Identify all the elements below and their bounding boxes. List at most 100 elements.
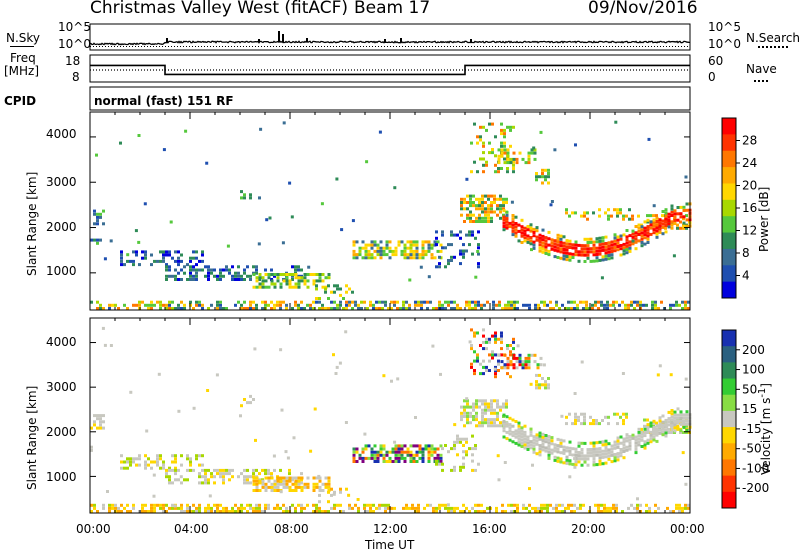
range-cell <box>568 258 572 262</box>
range-cell <box>631 229 635 233</box>
range-cell <box>505 402 508 406</box>
range-cell <box>99 238 102 242</box>
range-cell <box>384 503 387 507</box>
range-cell <box>180 510 183 513</box>
range-cell <box>335 177 339 181</box>
range-cell <box>651 307 654 310</box>
range-cell <box>282 476 286 480</box>
range-cell <box>514 225 518 229</box>
range-cell <box>102 307 105 310</box>
range-cell <box>592 211 595 215</box>
range-cell <box>99 303 102 307</box>
range-cell <box>388 456 392 460</box>
range-cell <box>520 225 524 229</box>
range-cell <box>631 242 635 246</box>
range-cell <box>491 151 494 155</box>
range-cell <box>643 236 647 240</box>
range-cell <box>330 290 333 294</box>
range-cell <box>381 307 384 310</box>
range-cell <box>658 218 662 222</box>
range-cell <box>351 307 354 310</box>
range-cell <box>640 223 643 227</box>
range-cell <box>463 207 466 211</box>
range-cell <box>267 485 271 489</box>
range-cell <box>174 268 177 272</box>
range-cell <box>565 455 569 459</box>
range-cell <box>258 479 262 483</box>
range-cell <box>570 503 573 507</box>
range-cell <box>189 468 192 472</box>
range-cell <box>604 461 608 465</box>
range-cell <box>463 424 466 428</box>
range-cell <box>354 300 357 304</box>
range-cell <box>517 434 521 438</box>
range-cell <box>246 401 249 405</box>
range-cell <box>414 300 417 304</box>
velocity-colorbar-tick-label: 200 <box>742 343 765 357</box>
range-cell <box>252 398 255 401</box>
range-cell <box>475 418 478 422</box>
range-cell <box>441 468 444 472</box>
range-cell <box>330 493 333 497</box>
range-cell <box>177 256 180 260</box>
range-cell <box>583 412 586 416</box>
range-cell <box>685 224 689 228</box>
range-cell <box>315 284 318 288</box>
range-cell <box>679 422 683 426</box>
range-cell <box>534 506 537 510</box>
range-cell <box>562 439 566 443</box>
range-cell <box>459 437 462 441</box>
range-cell <box>627 307 630 310</box>
range-cell <box>394 456 398 460</box>
range-cell <box>463 405 466 409</box>
range-cell <box>503 353 507 357</box>
range-cell <box>421 243 425 247</box>
range-cell <box>517 440 521 444</box>
range-cell <box>285 279 289 283</box>
range-cell <box>550 448 554 452</box>
range-cell <box>516 506 519 510</box>
range-cell <box>532 234 536 238</box>
range-cell <box>469 411 472 415</box>
range-cell <box>499 197 502 201</box>
range-cell <box>675 300 678 304</box>
range-cell <box>393 186 397 190</box>
range-cell <box>643 418 646 422</box>
range-cell <box>603 303 606 307</box>
range-cell <box>493 399 496 403</box>
range-cell <box>676 218 680 222</box>
range-cell <box>652 435 656 439</box>
range-cell <box>168 253 171 257</box>
range-cell <box>604 211 607 215</box>
range-cell <box>391 447 395 451</box>
range-cell <box>240 307 243 310</box>
range-cell <box>491 356 494 360</box>
range-cell <box>544 434 548 437</box>
range-cell <box>466 415 469 418</box>
range-cell <box>547 383 550 387</box>
range-cell <box>508 423 512 427</box>
range-cell <box>390 379 393 383</box>
range-cell <box>237 300 240 304</box>
range-cell <box>204 478 207 482</box>
range-cell <box>153 506 156 510</box>
range-cell <box>453 447 456 451</box>
range-cell <box>456 440 459 444</box>
range-cell <box>500 366 504 370</box>
range-cell <box>565 208 568 212</box>
range-cell <box>162 466 165 470</box>
range-cell <box>514 222 518 225</box>
range-cell <box>628 444 632 448</box>
range-cell <box>613 249 617 253</box>
range-cell <box>177 303 180 307</box>
range-cell <box>561 503 564 507</box>
range-cell <box>633 307 636 310</box>
range-cell <box>499 210 502 214</box>
range-cell <box>438 265 441 269</box>
range-cell <box>634 247 638 251</box>
range-cell <box>189 457 192 461</box>
range-cell <box>430 447 434 451</box>
range-cell <box>390 307 393 310</box>
range-cell <box>430 243 434 247</box>
range-cell <box>382 253 386 257</box>
